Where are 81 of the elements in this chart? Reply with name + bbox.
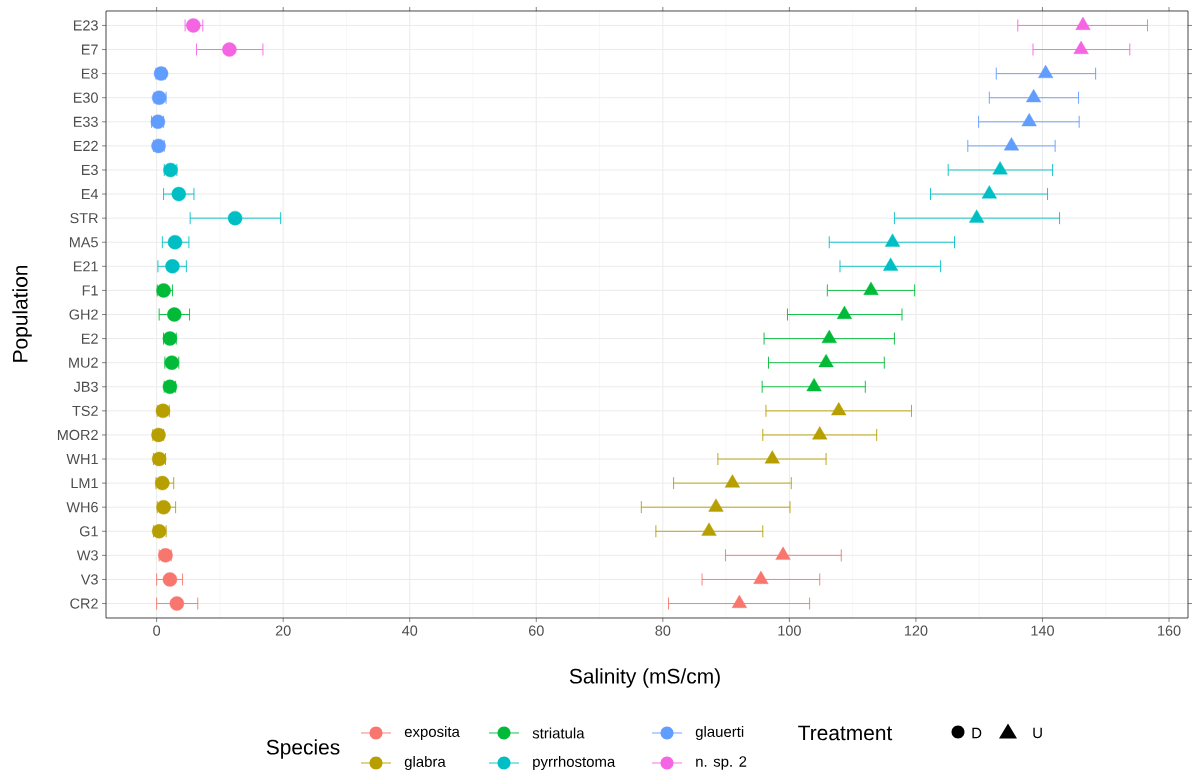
y-tick-label: GH2 bbox=[69, 309, 98, 320]
point bbox=[155, 475, 170, 491]
x-tick-label: 160 bbox=[1158, 625, 1181, 636]
y-axis-title: Population bbox=[12, 265, 32, 362]
y-tick-label: E22 bbox=[73, 140, 98, 151]
point bbox=[883, 257, 899, 271]
point bbox=[701, 522, 717, 536]
point bbox=[812, 426, 828, 440]
point bbox=[764, 450, 780, 464]
y-tick-label: WH1 bbox=[66, 454, 98, 464]
point bbox=[884, 233, 901, 247]
y-tick-label: V3 bbox=[80, 574, 98, 585]
x-tick-label: 80 bbox=[655, 625, 671, 636]
y-tick-label: MOR2 bbox=[57, 429, 98, 441]
point bbox=[1026, 89, 1042, 103]
point bbox=[818, 353, 834, 368]
x-tick-label: 60 bbox=[528, 625, 544, 636]
point bbox=[981, 185, 997, 199]
point bbox=[1075, 16, 1091, 30]
point bbox=[708, 498, 724, 512]
y-tick-label: G1 bbox=[79, 526, 98, 537]
x-tick-label: 120 bbox=[904, 625, 928, 636]
y-tick-label: W3 bbox=[76, 550, 98, 561]
point bbox=[169, 596, 185, 611]
legend-title: Species bbox=[266, 739, 340, 759]
y-tick-label: MA5 bbox=[69, 237, 98, 248]
point bbox=[836, 305, 852, 319]
point bbox=[831, 402, 847, 416]
y-tick-label: E23 bbox=[73, 20, 98, 31]
x-tick-label: 100 bbox=[778, 625, 801, 636]
point bbox=[731, 594, 747, 608]
point bbox=[1038, 64, 1054, 79]
text: U bbox=[1033, 727, 1042, 739]
point bbox=[165, 259, 180, 274]
y-tick-label: WH6 bbox=[66, 502, 98, 513]
y-tick-label: E33 bbox=[73, 116, 98, 127]
point bbox=[156, 500, 171, 515]
point bbox=[171, 186, 186, 202]
legend-label: glabra bbox=[404, 756, 446, 770]
y-tick-label: E8 bbox=[82, 68, 98, 79]
x-tick-label: 40 bbox=[402, 625, 418, 636]
point bbox=[775, 546, 791, 560]
point bbox=[806, 378, 822, 392]
legend-label: pyrrhostoma bbox=[533, 756, 616, 770]
legend-label: glauerti bbox=[695, 726, 744, 740]
y-tick-label: STR bbox=[70, 213, 98, 224]
x-tick-label: 140 bbox=[1031, 625, 1054, 636]
legend-label: n. sp. 2 bbox=[696, 756, 747, 770]
y-tick-label: E7 bbox=[82, 44, 98, 55]
point bbox=[162, 572, 178, 587]
point bbox=[969, 209, 985, 223]
y-tick-label: JB3 bbox=[73, 381, 98, 392]
y-tick-label: F1 bbox=[82, 285, 98, 296]
x-tick-label: 20 bbox=[275, 625, 291, 636]
point bbox=[724, 474, 740, 488]
y-tick-label: LM1 bbox=[71, 478, 98, 489]
y-tick-label: E4 bbox=[82, 189, 99, 200]
y-tick-label: E3 bbox=[82, 164, 98, 176]
legend-label: striatula bbox=[532, 727, 585, 739]
point bbox=[222, 42, 237, 57]
point bbox=[821, 329, 837, 344]
point bbox=[167, 307, 182, 322]
y-tick-label: CR2 bbox=[70, 598, 98, 609]
point bbox=[992, 161, 1008, 175]
point bbox=[167, 235, 183, 250]
point bbox=[1003, 137, 1020, 151]
text: Treatment bbox=[798, 725, 893, 741]
point bbox=[753, 570, 769, 584]
point bbox=[863, 281, 879, 295]
point bbox=[1073, 40, 1089, 54]
point bbox=[227, 210, 243, 226]
legend-label: exposita bbox=[404, 726, 460, 740]
y-tick-label: TS2 bbox=[72, 405, 98, 416]
point bbox=[1021, 113, 1037, 127]
y-tick-label: E2 bbox=[82, 333, 98, 344]
text: D bbox=[972, 727, 982, 739]
x-axis-title: Salinity (mS/cm) bbox=[569, 668, 720, 688]
y-tick-label: E21 bbox=[73, 261, 98, 272]
x-tick-label: 0 bbox=[153, 625, 161, 636]
y-tick-label: MU2 bbox=[69, 357, 98, 368]
y-tick-label: E30 bbox=[73, 92, 98, 103]
